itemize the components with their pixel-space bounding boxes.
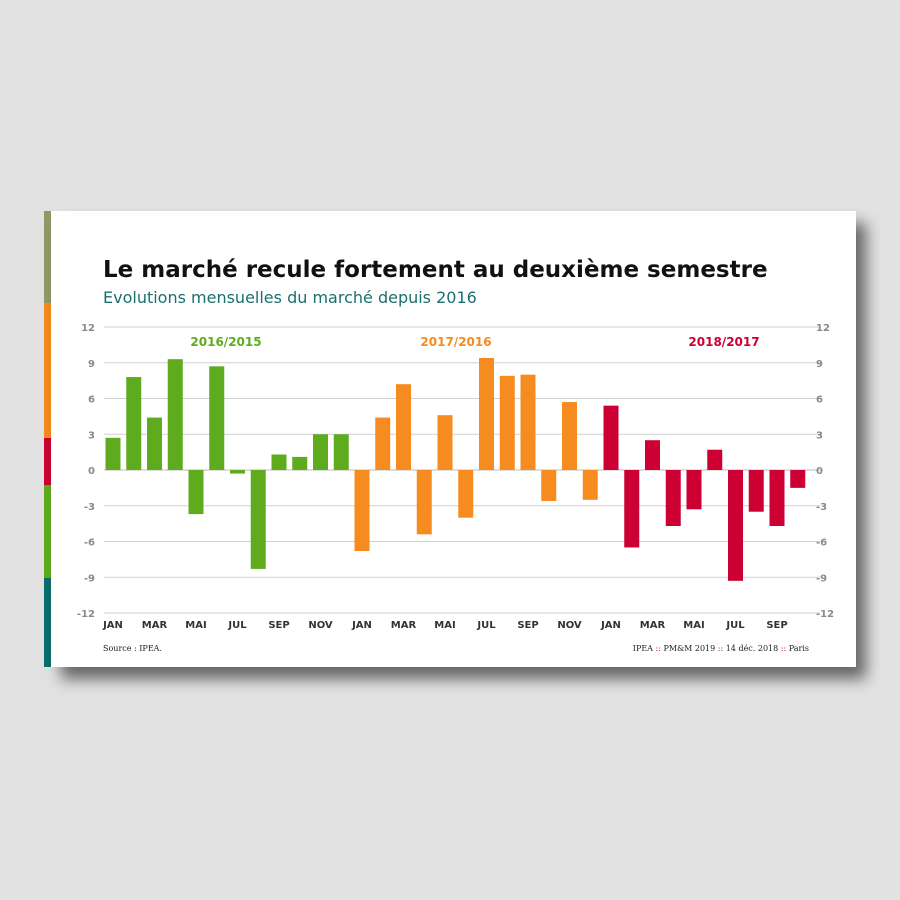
chart-title: Le marché recule fortement au deuxième s… [103, 257, 768, 283]
bar [769, 470, 785, 527]
bar [603, 405, 619, 470]
y-tick-label-left: 3 [88, 430, 95, 441]
stripe-segment [44, 211, 51, 303]
bar [271, 454, 287, 470]
series-label: 2018/2017 [688, 335, 759, 349]
bar [292, 456, 308, 470]
bar [645, 440, 660, 470]
y-tick-label-left: -9 [84, 573, 95, 584]
y-tick-label-right: -9 [816, 573, 827, 584]
x-tick-label: MAR [391, 620, 417, 631]
y-tick-label-right: 3 [816, 430, 823, 441]
y-tick-label-left: -3 [84, 502, 95, 513]
bar [354, 470, 370, 552]
y-tick-label-left: 9 [88, 359, 95, 370]
credit-separator: :: [715, 644, 726, 653]
bar [437, 415, 453, 470]
x-tick-label: JUL [725, 620, 745, 631]
bar [230, 470, 245, 474]
bar [458, 470, 474, 518]
x-tick-label: MAI [683, 620, 704, 631]
x-tick-label: NOV [308, 620, 333, 631]
credit-part: PM&M 2019 [663, 644, 716, 653]
bar [333, 434, 349, 470]
stripe-segment [44, 485, 51, 578]
x-tick-label: MAR [142, 620, 168, 631]
y-tick-label-right: -3 [816, 502, 827, 513]
bar [167, 359, 183, 470]
source-note: Source : IPEA. [103, 644, 162, 653]
bar [416, 470, 432, 535]
y-tick-label-right: -12 [816, 609, 834, 620]
bar-chart: 12 12 9 9 6 6 3 3 0 0 -3 -3 -6 -6 -9 -9 -12 -12 JAN MAR MAI J… [77, 323, 834, 631]
bar [520, 374, 536, 470]
x-tick-label: JAN [102, 620, 123, 631]
stripe-segment [44, 303, 51, 438]
x-tick-label: JAN [600, 620, 621, 631]
x-tick-label: JAN [351, 620, 372, 631]
x-tick-label: MAR [640, 620, 666, 631]
stripe-segment [44, 578, 51, 667]
y-tick-label-left: 6 [88, 395, 95, 406]
x-tick-label: JUL [476, 620, 496, 631]
bar [105, 437, 121, 470]
chart-subtitle: Evolutions mensuelles du marché depuis 2… [103, 288, 477, 307]
credit-part: 14 déc. 2018 [725, 644, 779, 653]
y-tick-label-left: 12 [81, 323, 95, 334]
bar [790, 470, 806, 488]
bar [728, 470, 743, 581]
x-tick-label: SEP [517, 620, 538, 631]
credit-part: Paris [788, 644, 809, 653]
y-tick-label-left: -12 [77, 609, 95, 620]
bar [624, 470, 640, 548]
x-tick-label: JUL [227, 620, 247, 631]
bar [313, 434, 328, 470]
y-tick-label-right: 12 [816, 323, 830, 334]
y-tick-label-left: 0 [88, 466, 95, 477]
bar [147, 417, 162, 470]
y-tick-label-right: 0 [816, 466, 823, 477]
bar [375, 417, 391, 470]
bar [126, 377, 142, 470]
side-color-stripe [44, 211, 51, 667]
credit-separator: :: [778, 644, 789, 653]
series-label: 2016/2015 [190, 335, 261, 349]
x-tick-label: MAI [185, 620, 206, 631]
series-label: 2017/2016 [420, 335, 491, 349]
bar [707, 449, 723, 470]
credit-part: IPEA [632, 644, 653, 653]
y-tick-label-right: -6 [816, 538, 827, 549]
x-tick-label: MAI [434, 620, 455, 631]
bar [665, 470, 681, 527]
bar [499, 375, 515, 470]
bar [541, 470, 557, 501]
y-tick-label-right: 6 [816, 395, 823, 406]
bar [748, 470, 764, 512]
bar [562, 402, 577, 470]
stripe-segment [44, 438, 51, 485]
y-tick-label-right: 9 [816, 359, 823, 370]
bar [479, 357, 494, 470]
credit-separator: :: [652, 644, 664, 653]
chart-card: Le marché recule fortement au deuxième s… [51, 211, 856, 667]
x-tick-label: SEP [766, 620, 787, 631]
bar [209, 366, 225, 470]
bar [250, 470, 266, 569]
bar [686, 470, 702, 510]
credit-line: IPEA :: PM&M 2019 :: 14 déc. 2018 :: Par… [633, 644, 809, 653]
y-tick-label-left: -6 [84, 538, 95, 549]
bar [396, 384, 411, 470]
bar [188, 470, 204, 515]
x-tick-label: SEP [268, 620, 289, 631]
x-tick-label: NOV [557, 620, 582, 631]
bar [582, 470, 598, 500]
